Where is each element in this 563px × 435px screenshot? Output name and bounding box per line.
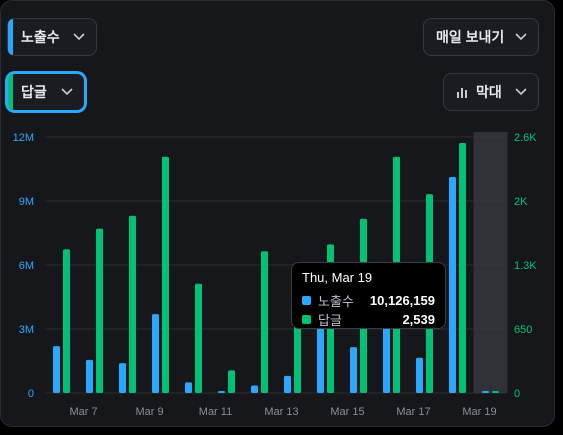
bar-metric1: [284, 375, 291, 393]
tooltip-swatch-metric2: [302, 315, 311, 324]
bar-metric1: [86, 359, 93, 393]
chevron-down-icon: [72, 30, 86, 44]
left-axis-tick-label: 0: [28, 388, 34, 400]
metric2-color-swatch: [8, 74, 13, 110]
bar-metric1: [383, 311, 390, 393]
highlight-band: [473, 132, 508, 393]
tooltip-name-metric1: 노출수: [318, 294, 354, 309]
tooltip-title: Thu, Mar 19: [302, 270, 373, 285]
bar-metric1: [53, 346, 60, 393]
tooltip-row-metric1: 노출수 10,126,159: [302, 291, 435, 310]
bar-metric2: [195, 283, 202, 393]
bar-metric2: [63, 249, 70, 393]
tooltip-name-metric2: 답글: [318, 313, 342, 328]
left-axis-tick-label: 6M: [19, 260, 34, 272]
chart-type-dropdown[interactable]: 막대: [443, 73, 539, 111]
right-axis-tick-label: 1.3K: [514, 260, 537, 272]
bar-metric1: [251, 385, 258, 393]
right-axis-ticks: 0 650 1.3K 2K 2.6K: [514, 132, 537, 400]
x-axis-tick-label: Mar 11: [199, 406, 232, 418]
bar-metric2: [228, 370, 235, 393]
metric1-dropdown[interactable]: 노출수: [7, 18, 97, 56]
bar-metric2: [459, 143, 466, 393]
right-axis-tick-label: 2K: [514, 196, 528, 208]
left-axis-ticks: 0 3M 6M 9M 12M: [13, 132, 34, 400]
bar-metric1: [350, 347, 357, 393]
chart-panel: 노출수 답글 매일 보내기 막대: [0, 0, 555, 427]
x-axis-ticks: Mar 7 Mar 9 Mar 11 Mar 13 Mar 15 Mar 17 Mar 19: [69, 406, 496, 418]
bar-metric1: [317, 314, 324, 393]
tooltip: Thu, Mar 19 노출수 10,126,159 답글 2,539: [291, 262, 446, 329]
bar-metric2: [492, 391, 499, 393]
right-axis-tick-label: 2.6K: [514, 132, 537, 144]
bar-metric1: [416, 357, 423, 393]
bar-chart-icon: [456, 86, 468, 98]
chart-type-label: 막대: [476, 84, 502, 100]
x-axis-tick-label: Mar 9: [135, 406, 163, 418]
bar-metric1: [449, 176, 456, 393]
bar-metric2: [129, 215, 136, 393]
x-axis-tick-label: Mar 19: [462, 406, 496, 418]
chevron-down-icon: [514, 30, 528, 44]
bar-metric1: [185, 382, 192, 393]
bar-metric1: [119, 363, 126, 393]
metric1-color-swatch: [8, 19, 13, 55]
tooltip-row-metric2: 답글 2,539: [302, 310, 435, 329]
highlight-column: [473, 132, 508, 393]
range-dropdown[interactable]: 매일 보내기: [423, 18, 539, 56]
right-axis-tick-label: 650: [514, 324, 532, 336]
bar-metric2: [96, 228, 103, 393]
left-axis-tick-label: 3M: [19, 324, 34, 336]
bars: [53, 143, 499, 393]
metric2-dropdown[interactable]: 답글: [7, 73, 85, 111]
bar-metric1: [152, 314, 159, 393]
bar-metric2: [162, 156, 169, 393]
right-axis-tick-label: 0: [514, 388, 520, 400]
metric2-label: 답글: [21, 84, 47, 100]
bar-metric1: [218, 391, 225, 393]
left-axis-tick-label: 12M: [13, 132, 34, 144]
chevron-down-icon: [60, 85, 74, 99]
x-axis-tick-label: Mar 13: [264, 406, 298, 418]
x-axis-tick-label: Mar 15: [330, 406, 364, 418]
left-axis-tick-label: 9M: [19, 196, 34, 208]
x-axis-tick-label: Mar 17: [396, 406, 430, 418]
tooltip-value-metric1: 10,126,159: [369, 293, 435, 308]
range-label: 매일 보내기: [436, 29, 505, 45]
tooltip-swatch-metric1: [302, 296, 311, 305]
tooltip-value-metric2: 2,539: [402, 312, 435, 327]
bar-metric2: [261, 251, 268, 393]
metric1-label: 노출수: [21, 29, 60, 45]
chevron-down-icon: [514, 85, 528, 99]
x-axis-tick-label: Mar 7: [69, 406, 97, 418]
bar-metric1: [482, 391, 489, 393]
